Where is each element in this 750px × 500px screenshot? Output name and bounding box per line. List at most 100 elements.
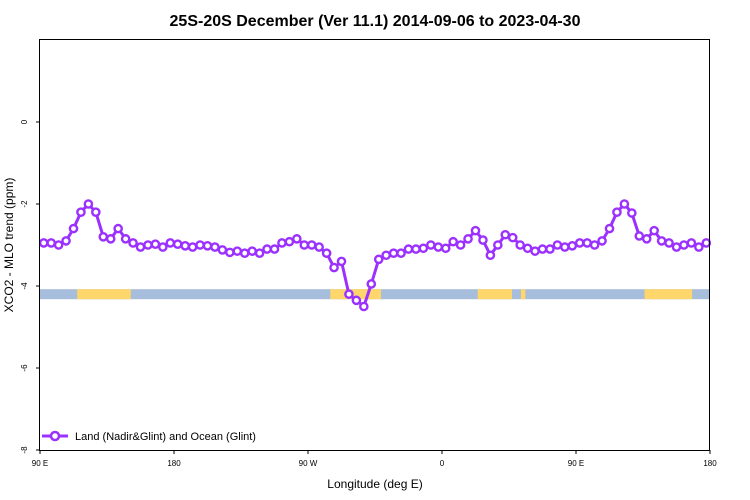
data-point <box>612 207 622 217</box>
data-point <box>388 248 399 258</box>
plot-frame <box>39 39 710 451</box>
land-segment <box>644 289 693 300</box>
data-point <box>641 234 652 244</box>
data-point <box>46 238 56 248</box>
legend-marker-swatch <box>49 430 61 442</box>
data-point <box>336 256 347 267</box>
data-point <box>627 208 637 218</box>
data-point <box>686 238 697 248</box>
data-point <box>314 242 324 252</box>
data-point <box>262 244 272 254</box>
data-point <box>53 240 64 250</box>
x-tick-label: 90 E <box>568 459 584 468</box>
data-point <box>277 238 287 248</box>
x-tick-label: 90 E <box>32 459 48 468</box>
land-segment <box>77 289 131 300</box>
x-tick-label: 180 <box>167 459 181 468</box>
data-point <box>113 223 123 234</box>
data-point <box>589 240 600 250</box>
data-point <box>485 250 496 261</box>
data-point <box>403 244 414 254</box>
y-tick-label: -8 <box>20 446 29 454</box>
y-tick-label: -4 <box>20 282 29 290</box>
land-segment <box>477 289 512 300</box>
data-point <box>470 225 481 236</box>
data-point <box>463 234 473 244</box>
y-axis: 0 -2 -4 -6 -8 <box>20 119 40 454</box>
data-point <box>582 238 592 248</box>
data-point <box>552 240 563 250</box>
data-point <box>165 238 176 248</box>
x-tick-label: 90 W <box>299 459 318 468</box>
data-point <box>143 240 153 250</box>
data-point <box>232 246 243 256</box>
surface-strip <box>40 289 710 300</box>
data-point <box>701 238 712 248</box>
data-point <box>560 242 570 252</box>
data-point <box>649 225 659 236</box>
data-point <box>344 289 354 300</box>
data-point <box>522 243 533 254</box>
data-point <box>195 240 205 250</box>
data-point <box>217 245 228 255</box>
data-point <box>105 234 116 244</box>
data-point <box>455 240 466 250</box>
data-point <box>98 231 109 242</box>
data-point <box>604 223 615 234</box>
data-point <box>158 242 168 252</box>
data-point <box>284 236 295 247</box>
y-tick-label: 0 <box>20 119 29 124</box>
data-point <box>83 199 94 209</box>
x-axis: 90 E 180 90 W 0 90 E 180 <box>32 450 717 468</box>
data-point <box>321 248 332 258</box>
data-point <box>120 234 131 244</box>
data-point <box>411 244 421 254</box>
data-point <box>426 240 436 250</box>
x-tick-label: 180 <box>703 459 717 468</box>
data-point <box>76 207 86 217</box>
y-axis-label: XCO2 - MLO trend (ppm) <box>2 178 16 313</box>
land-segment <box>330 289 381 300</box>
data-point <box>574 238 585 248</box>
data-point <box>306 240 317 250</box>
y-tick-label: -2 <box>20 200 29 208</box>
data-point <box>225 247 235 258</box>
data-point <box>292 234 302 244</box>
data-point <box>381 250 391 261</box>
data-point <box>210 242 220 252</box>
x-tick-label: 0 <box>440 459 445 468</box>
data-point <box>61 236 71 246</box>
data-point <box>679 240 689 250</box>
legend-entry-label: Land (Nadir&Glint) and Ocean (Glint) <box>75 431 256 443</box>
data-point <box>187 242 198 252</box>
data-point <box>440 243 451 254</box>
data-point <box>597 236 607 246</box>
data-point <box>239 248 250 258</box>
data-point <box>373 254 384 265</box>
data-point <box>91 207 101 217</box>
data-point <box>128 238 138 248</box>
data-point <box>351 295 362 306</box>
data-point <box>500 229 511 240</box>
data-point <box>359 301 369 312</box>
data-point <box>299 240 310 250</box>
data-point <box>247 246 257 256</box>
data-point <box>671 242 682 252</box>
data-point <box>180 241 190 251</box>
data-point <box>515 240 525 250</box>
data-point <box>433 242 444 252</box>
data-point <box>254 248 265 258</box>
data-point <box>150 239 161 249</box>
y-tick-label: -6 <box>20 364 29 372</box>
series-layer <box>38 199 712 312</box>
data-point <box>567 241 578 251</box>
chart-title: 25S-20S December (Ver 11.1) 2014-09-06 t… <box>170 13 581 30</box>
data-point <box>38 238 49 248</box>
data-point <box>269 244 280 254</box>
data-point <box>530 246 540 256</box>
data-point <box>664 238 674 248</box>
data-point <box>396 248 406 258</box>
data-point <box>366 279 377 289</box>
data-point <box>329 262 339 273</box>
